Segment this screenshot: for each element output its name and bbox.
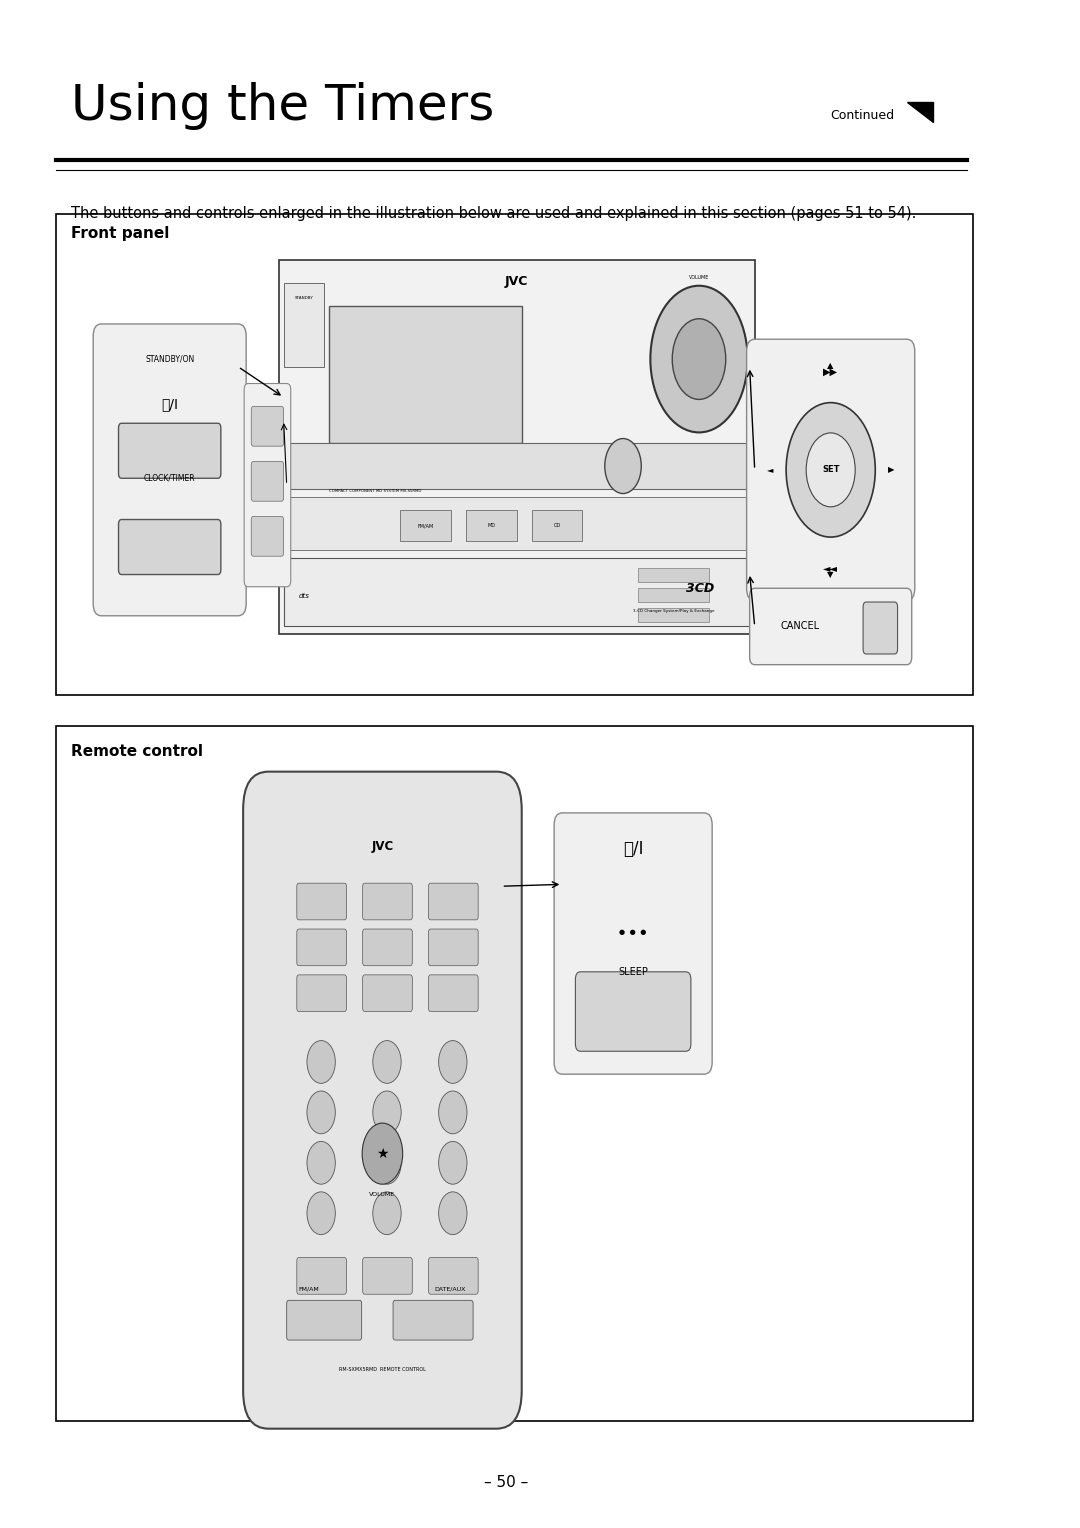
Circle shape xyxy=(438,1041,467,1083)
Circle shape xyxy=(438,1141,467,1184)
Text: FM/AM: FM/AM xyxy=(417,523,433,529)
FancyBboxPatch shape xyxy=(750,588,912,665)
Circle shape xyxy=(672,319,726,399)
FancyBboxPatch shape xyxy=(119,520,220,575)
Text: DATE/AUX: DATE/AUX xyxy=(434,1287,465,1291)
Text: Remote control: Remote control xyxy=(71,744,203,759)
Circle shape xyxy=(650,286,747,432)
FancyBboxPatch shape xyxy=(119,423,220,478)
Text: CD: CD xyxy=(554,523,561,529)
Text: JVC: JVC xyxy=(505,275,528,289)
FancyBboxPatch shape xyxy=(93,324,246,616)
Text: Using the Timers: Using the Timers xyxy=(71,83,495,130)
FancyBboxPatch shape xyxy=(576,972,691,1051)
FancyBboxPatch shape xyxy=(863,602,897,654)
Text: 3CD: 3CD xyxy=(686,582,714,594)
FancyBboxPatch shape xyxy=(244,384,291,587)
Text: VOLUME: VOLUME xyxy=(369,1192,395,1196)
Text: ▼: ▼ xyxy=(827,570,834,579)
FancyBboxPatch shape xyxy=(286,1300,362,1340)
FancyBboxPatch shape xyxy=(279,260,755,634)
FancyBboxPatch shape xyxy=(638,588,710,602)
FancyBboxPatch shape xyxy=(297,1258,347,1294)
Text: Front panel: Front panel xyxy=(71,226,170,241)
Circle shape xyxy=(438,1192,467,1235)
FancyBboxPatch shape xyxy=(243,772,522,1429)
Text: STANDBY/ON: STANDBY/ON xyxy=(145,354,194,364)
FancyBboxPatch shape xyxy=(284,497,750,550)
Text: Continued: Continued xyxy=(831,108,895,122)
FancyBboxPatch shape xyxy=(252,406,284,446)
Text: ⏻/I: ⏻/I xyxy=(623,840,644,859)
FancyBboxPatch shape xyxy=(297,929,347,966)
Polygon shape xyxy=(907,102,933,122)
FancyBboxPatch shape xyxy=(429,1258,478,1294)
FancyBboxPatch shape xyxy=(746,339,915,601)
FancyBboxPatch shape xyxy=(297,975,347,1012)
Text: JVC: JVC xyxy=(372,840,393,854)
FancyBboxPatch shape xyxy=(401,510,450,541)
FancyBboxPatch shape xyxy=(554,813,712,1074)
Text: SLEEP: SLEEP xyxy=(618,967,648,978)
Text: RM-SXMX5RMD  REMOTE CONTROL: RM-SXMX5RMD REMOTE CONTROL xyxy=(339,1368,426,1372)
Text: VOLUME: VOLUME xyxy=(689,275,710,280)
Circle shape xyxy=(307,1141,335,1184)
FancyBboxPatch shape xyxy=(56,214,972,695)
Text: ★: ★ xyxy=(376,1146,389,1161)
FancyBboxPatch shape xyxy=(284,558,750,626)
FancyBboxPatch shape xyxy=(393,1300,473,1340)
FancyBboxPatch shape xyxy=(363,1258,413,1294)
Circle shape xyxy=(373,1141,401,1184)
Text: MD: MD xyxy=(487,523,496,529)
Circle shape xyxy=(307,1192,335,1235)
Circle shape xyxy=(605,439,642,494)
FancyBboxPatch shape xyxy=(284,283,324,367)
FancyBboxPatch shape xyxy=(638,568,710,582)
Text: ▶▶: ▶▶ xyxy=(823,367,838,377)
FancyBboxPatch shape xyxy=(329,306,522,443)
FancyBboxPatch shape xyxy=(284,443,750,489)
Text: ●  ●  ●: ● ● ● xyxy=(620,929,647,935)
Text: SET: SET xyxy=(822,466,839,474)
Text: ◄: ◄ xyxy=(767,466,773,474)
Circle shape xyxy=(373,1091,401,1134)
Text: FM/AM: FM/AM xyxy=(299,1287,320,1291)
FancyBboxPatch shape xyxy=(252,461,284,501)
FancyBboxPatch shape xyxy=(429,929,478,966)
FancyBboxPatch shape xyxy=(363,975,413,1012)
FancyBboxPatch shape xyxy=(252,516,284,556)
FancyBboxPatch shape xyxy=(297,883,347,920)
Text: ⏻/I: ⏻/I xyxy=(161,397,178,411)
Text: COMPACT COMPONENT MD SYSTEM MX-S5RMD: COMPACT COMPONENT MD SYSTEM MX-S5RMD xyxy=(329,489,421,494)
Circle shape xyxy=(307,1041,335,1083)
FancyBboxPatch shape xyxy=(429,975,478,1012)
Circle shape xyxy=(438,1091,467,1134)
Circle shape xyxy=(373,1192,401,1235)
Text: 3-CD Changer System/Play & Exchange: 3-CD Changer System/Play & Exchange xyxy=(633,610,714,613)
Text: – 50 –: – 50 – xyxy=(485,1475,528,1490)
Text: The buttons and controls enlarged in the illustration below are used and explain: The buttons and controls enlarged in the… xyxy=(71,206,916,222)
FancyBboxPatch shape xyxy=(531,510,582,541)
Text: STANDBY: STANDBY xyxy=(295,296,313,299)
FancyBboxPatch shape xyxy=(638,608,710,622)
Circle shape xyxy=(786,403,875,538)
Text: ▲: ▲ xyxy=(827,361,834,370)
FancyBboxPatch shape xyxy=(363,883,413,920)
Circle shape xyxy=(373,1041,401,1083)
Circle shape xyxy=(307,1091,335,1134)
Circle shape xyxy=(806,432,855,507)
FancyBboxPatch shape xyxy=(363,929,413,966)
Text: ▶: ▶ xyxy=(888,466,894,474)
FancyBboxPatch shape xyxy=(465,510,516,541)
FancyBboxPatch shape xyxy=(56,726,972,1421)
Text: ◄◄: ◄◄ xyxy=(823,562,838,573)
FancyBboxPatch shape xyxy=(429,883,478,920)
Circle shape xyxy=(362,1123,403,1184)
Text: dts: dts xyxy=(299,593,310,599)
Text: CLOCK/TIMER: CLOCK/TIMER xyxy=(144,474,195,483)
Text: CANCEL: CANCEL xyxy=(780,622,819,631)
